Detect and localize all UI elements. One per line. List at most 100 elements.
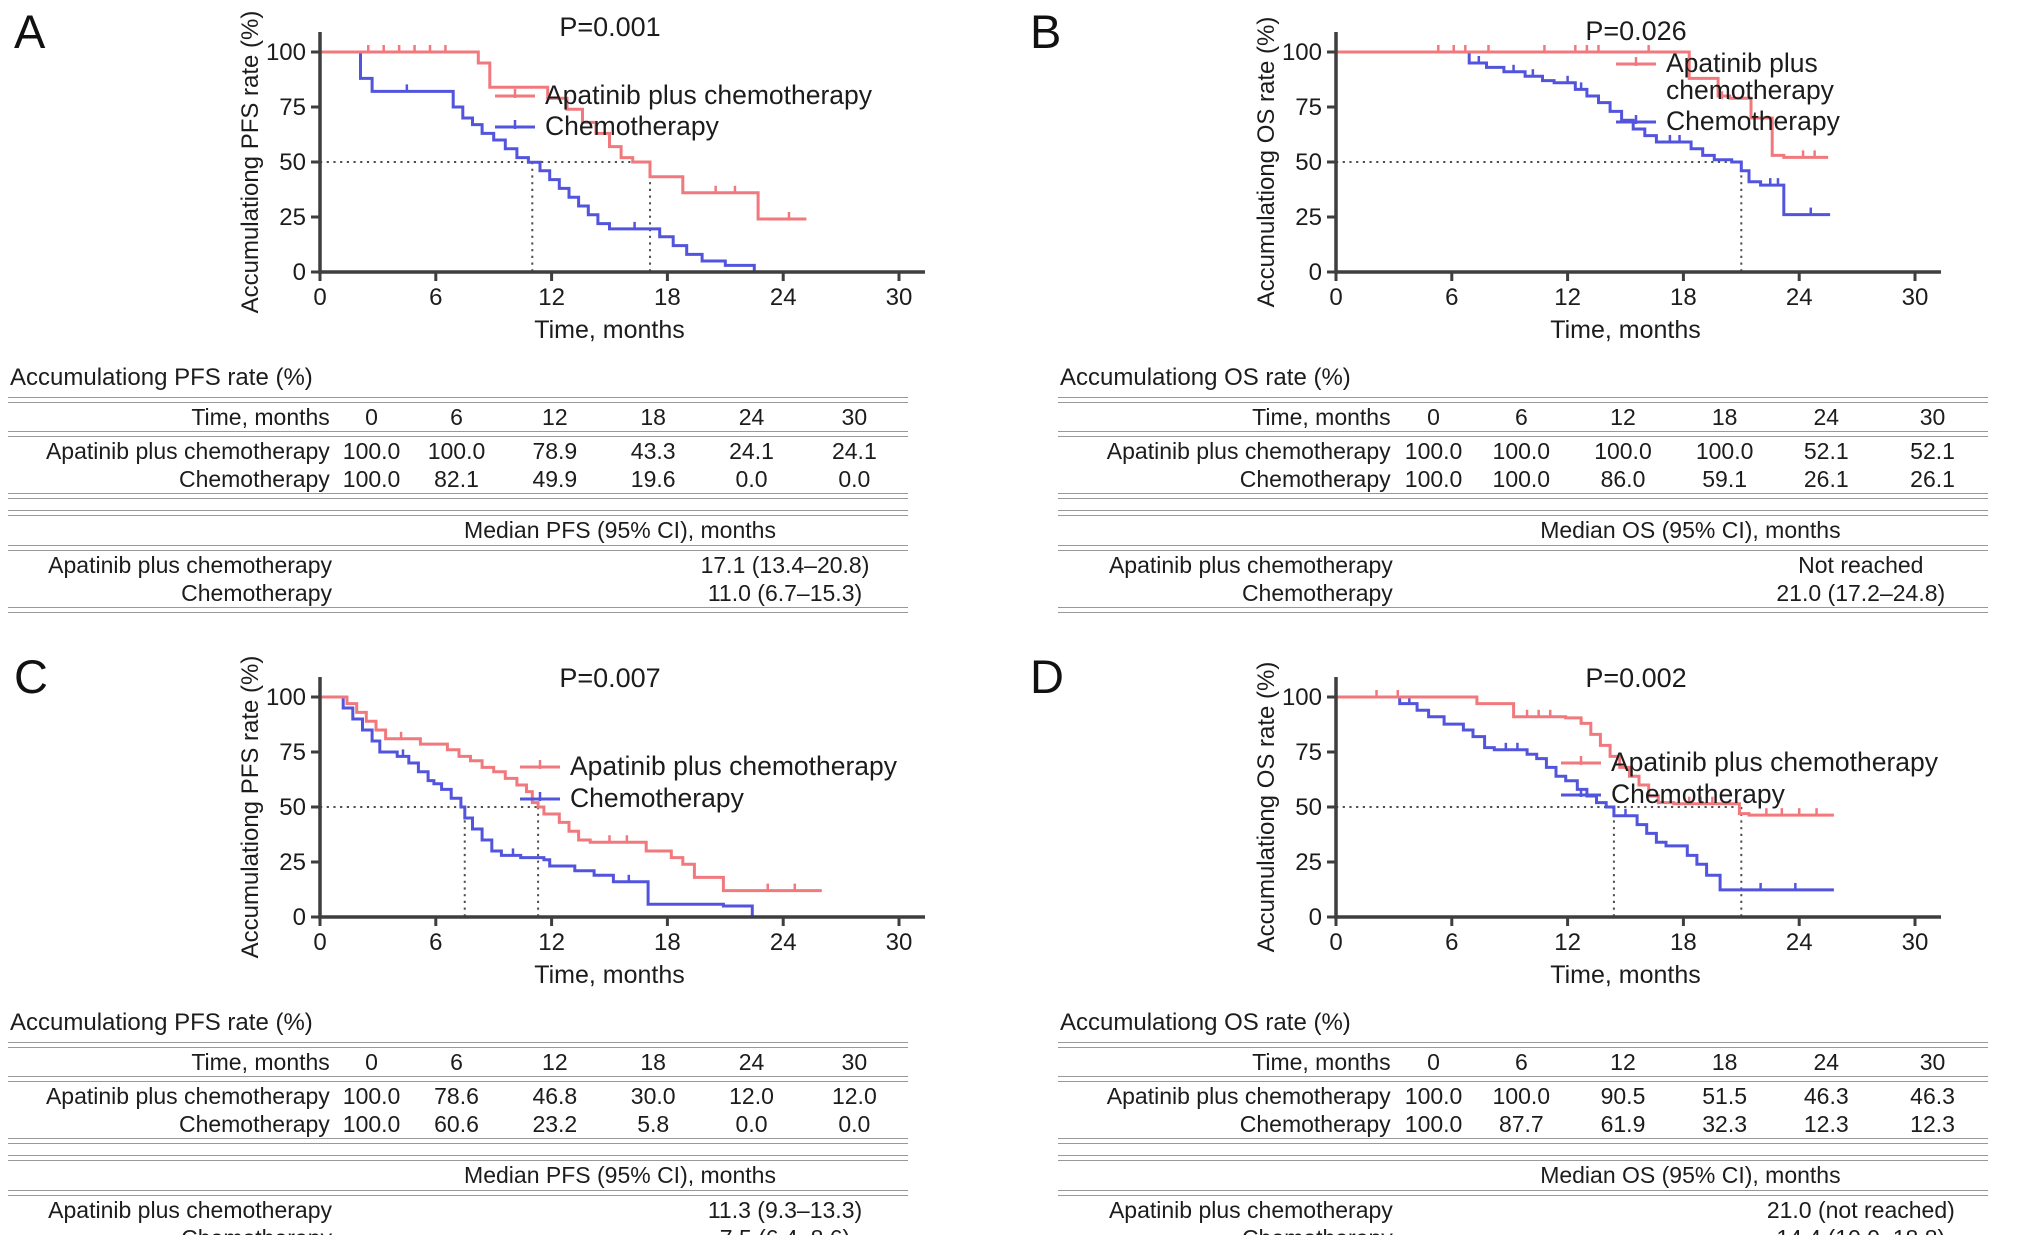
rule [8,510,908,516]
x-tick-label: 12 [1554,929,1581,956]
series-name: Chemotherapy [1241,579,1393,606]
rates-row: Apatinib plus chemotherapy 100.0 100.0 100.… [1058,437,1988,465]
time-column-header: 24 [738,403,765,430]
rate-value: 5.8 [637,1110,670,1137]
panel-c: C 0 25 50 75 100 0 6 12 18 24 30 Time, months Accumu… [0,617,1016,1235]
rates-table-header: Time, months 0 6 12 18 24 30 [8,1048,908,1076]
y-tick-label: 50 [1295,149,1322,176]
rate-value: 100.0 [1492,465,1551,492]
legend-label: Chemotherapy [1666,106,1841,136]
panel-a-label: A [14,5,46,58]
rate-value: 0.0 [838,1110,871,1137]
x-axis-label: Time, months [534,961,685,989]
time-column-header: 30 [1919,1048,1946,1075]
series-name: Chemotherapy [181,579,332,606]
rule [8,1042,908,1048]
panel-d-label: D [1030,650,1064,703]
y-tick-label: 0 [1309,259,1322,286]
median-row: Chemotherapy7.5 (6.4–8.6) [8,1224,908,1235]
rates-row: Chemotherapy 100.0 100.0 86.0 59.1 26.1 26.1 [1058,465,1988,493]
rate-value: 86.0 [1600,465,1646,492]
panel-c-tables: Accumulationg PFS rate (%) Time, months 0… [8,1009,908,1235]
x-tick-label: 24 [770,284,797,311]
rate-value: 61.9 [1600,1110,1646,1137]
y-tick-label: 0 [293,904,306,931]
x-tick-label: 30 [886,284,913,311]
median-table-title: Median PFS (95% CI), months [464,517,776,543]
rates-table-title: Accumulationg OS rate (%) [1060,364,1351,391]
y-tick-label: 75 [279,739,306,766]
time-column-header: 30 [841,1048,868,1075]
y-tick-label: 100 [1282,39,1322,66]
series-name: Chemotherapy [178,465,330,492]
rule [1058,1155,1988,1161]
rate-value: 100.0 [1404,1082,1463,1109]
km-curve-chemotherapy [320,50,772,274]
rate-value: 32.3 [1702,1110,1747,1137]
rate-value: 100.0 [1594,437,1652,464]
series-name: Apatinib plus chemotherapy [45,1082,330,1109]
panel-b-tables: Accumulationg OS rate (%) Time, months 0 6… [1058,364,1988,613]
rule [8,545,908,551]
series-name: Apatinib plus chemotherapy [48,551,332,578]
x-tick-label: 0 [313,284,326,311]
time-column-header: 18 [640,1048,666,1075]
time-header-row: Time, months 0 6 12 18 24 30 [1058,403,1988,431]
km-curve-apatinib [320,695,822,893]
rate-value: 0.0 [735,1110,768,1137]
median-table-title: Median OS (95% CI), months [1540,1162,1841,1188]
km-chart-d: 0 25 50 75 100 0 6 12 18 24 30 Time, months Accumula… [1253,662,1941,989]
km-curve-chemotherapy [1336,695,1834,892]
median-value: 7.5 (6.4–8.6) [338,1224,908,1235]
x-tick-label: 6 [429,929,442,956]
y-axis-label: Accumulationg PFS rate (%) [237,656,264,959]
panel-b-label: B [1030,5,1062,58]
x-tick-label: 24 [1786,929,1813,956]
rate-value: 82.1 [434,465,479,492]
time-column-header: 0 [1427,403,1440,430]
rate-value: 100.0 [342,437,401,464]
time-column-header: 24 [738,1048,765,1075]
rates-table-title: Accumulationg PFS rate (%) [10,1009,313,1036]
time-column-header: 30 [841,403,868,430]
time-header-row: Time, months 0 6 12 18 24 30 [8,403,908,431]
series-name: Chemotherapy [1239,465,1391,492]
y-tick-label: 100 [1282,684,1322,711]
rate-value: 12.0 [831,1082,877,1109]
panel-d: D 0 25 50 75 100 0 6 12 18 24 30 Time, months Accumu… [1016,617,2032,1235]
y-tick-label: 50 [1295,794,1322,821]
series-name: Chemotherapy [1239,1110,1391,1137]
series-name: Chemotherapy [8,1224,338,1235]
p-value-label: P=0.001 [559,12,660,42]
rule [1058,1042,1988,1048]
panel-c-label: C [14,650,48,703]
rate-value: 60.6 [434,1110,479,1137]
series-name: Chemotherapy [1058,1224,1399,1235]
time-header-label: Time, months [1252,403,1391,430]
km-curve-chemotherapy [320,695,770,919]
rate-value: 12.3 [1803,1110,1849,1137]
rate-value: 0.0 [838,465,871,492]
rate-value: 26.1 [1910,465,1955,492]
km-curve-apatinib [320,50,807,221]
y-axis-label: Accumulationg OS rate (%) [1253,662,1280,953]
series-name: Apatinib plus chemotherapy [1108,1196,1393,1223]
time-column-header: 12 [1610,1048,1636,1075]
legend-label: Chemotherapy [545,111,720,141]
rate-value: 52.1 [1803,437,1849,464]
panel-a-tables: Accumulationg PFS rate (%) Time, months 0… [8,364,908,613]
section-gap [8,1144,908,1155]
x-tick-label: 12 [538,284,565,311]
rates-table-header: Time, months 0 6 12 18 24 30 [1058,403,1988,431]
legend-label: Apatinib plus chemotherapy [545,80,873,110]
y-tick-label: 50 [279,794,306,821]
legend-label: Apatinib plus [1666,48,1818,78]
median-table-title: Median OS (95% CI), months [1540,517,1841,543]
x-tick-label: 30 [1902,284,1929,311]
series-name: Apatinib plus chemotherapy [45,437,330,464]
rate-value: 100.0 [427,437,486,464]
median-row: Chemotherapy 11.0 (6.7–15.3) [8,579,908,607]
time-column-header: 24 [1813,403,1840,430]
x-tick-label: 6 [429,284,442,311]
x-tick-label: 12 [1554,284,1581,311]
